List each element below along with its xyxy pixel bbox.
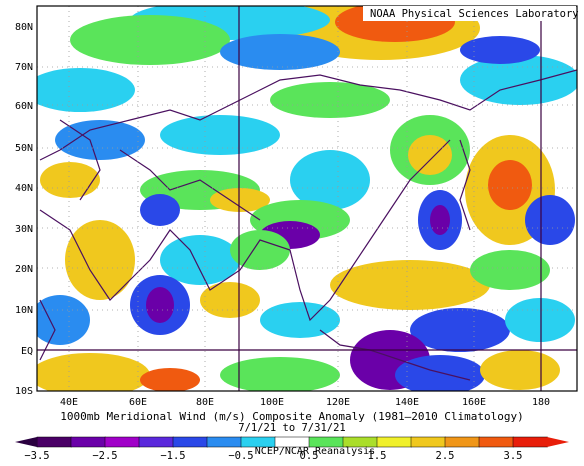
colorbar: −3.5 −2.5 −1.5 −0.5 0.5 1.5 2.5 3.5 bbox=[15, 436, 569, 462]
coastline bbox=[459, 139, 471, 231]
lat-label: 70N bbox=[15, 62, 33, 73]
colorbar-swatch bbox=[70, 436, 106, 448]
anomaly-patch bbox=[460, 36, 540, 64]
lon-label: 140E bbox=[395, 397, 419, 408]
coastline bbox=[319, 329, 471, 381]
colorbar-right-arrow bbox=[547, 437, 569, 447]
credit-box bbox=[363, 6, 576, 21]
lat-label: 40N bbox=[15, 183, 33, 194]
border bbox=[119, 149, 261, 221]
credit-text: NOAA Physical Sciences Laboratory bbox=[370, 8, 579, 20]
coastline bbox=[39, 69, 577, 161]
anomaly-patch bbox=[210, 188, 270, 212]
anomaly-patch bbox=[230, 230, 290, 270]
lon-label: 60E bbox=[129, 397, 147, 408]
colorbar-swatch bbox=[36, 436, 72, 448]
latitude-labels: 80N 70N 60N 50N 40N 30N 20N 10N EQ 10S bbox=[15, 22, 33, 397]
lat-label: 60N bbox=[15, 101, 33, 112]
anomaly-patch bbox=[260, 302, 340, 338]
colorbar-swatch bbox=[478, 436, 514, 448]
colorbar-swatch bbox=[172, 436, 208, 448]
anomaly-patch bbox=[470, 250, 550, 290]
lat-label: 20N bbox=[15, 264, 33, 275]
anomaly-patch bbox=[430, 205, 450, 235]
border bbox=[59, 119, 101, 201]
anomaly-patch bbox=[37, 295, 90, 345]
coastline bbox=[39, 139, 451, 322]
anomaly-patch bbox=[480, 350, 560, 390]
colorbar-tick-label: 2.5 bbox=[436, 450, 455, 462]
anomaly-patch bbox=[505, 298, 575, 342]
figure-title: 1000mb Meridional Wind (m/s) Composite A… bbox=[60, 410, 524, 423]
map-frame bbox=[36, 5, 578, 392]
colorbar-swatch bbox=[444, 436, 480, 448]
anomaly-patch bbox=[408, 135, 452, 175]
anomaly-patch bbox=[70, 15, 230, 65]
lon-label: 40E bbox=[60, 397, 78, 408]
date-range: 7/1/21 to 7/31/21 bbox=[238, 422, 345, 434]
anomaly-patch bbox=[488, 160, 532, 210]
longitude-labels: 40E 60E 80E 100E 120E 140E 160E 180 bbox=[60, 397, 550, 408]
lat-label: 80N bbox=[15, 22, 33, 33]
colorbar-tick-label: 3.5 bbox=[504, 450, 523, 462]
anomaly-patch bbox=[140, 194, 180, 226]
anomaly-patch bbox=[330, 260, 490, 310]
lat-label: EQ bbox=[21, 346, 33, 357]
colorbar-swatch bbox=[206, 436, 242, 448]
anomaly-patch bbox=[65, 220, 135, 300]
lon-label: 160E bbox=[462, 397, 486, 408]
anomaly-patch bbox=[160, 115, 280, 155]
source-credit: NCEP/NCAR Reanalysis bbox=[255, 446, 375, 457]
colorbar-tick-label: −0.5 bbox=[228, 450, 253, 462]
coastlines bbox=[39, 69, 577, 381]
colorbar-left-arrow bbox=[15, 437, 37, 447]
anomaly-patch bbox=[525, 195, 575, 245]
anomaly-patch bbox=[200, 282, 260, 318]
lat-label: 10N bbox=[15, 305, 33, 316]
lat-label: 30N bbox=[15, 224, 33, 235]
anomaly-patch bbox=[460, 55, 577, 105]
lon-label: 100E bbox=[260, 397, 284, 408]
colorbar-tick-label: −2.5 bbox=[92, 450, 117, 462]
colorbar-swatch bbox=[376, 436, 412, 448]
anomaly-patch bbox=[410, 308, 510, 352]
anomaly-patch bbox=[140, 368, 200, 391]
lat-label: 50N bbox=[15, 143, 33, 154]
anomaly-patch bbox=[220, 34, 340, 70]
lon-label: 120E bbox=[326, 397, 350, 408]
colorbar-tick-label: −3.5 bbox=[24, 450, 49, 462]
colorbar-tick-label: −1.5 bbox=[160, 450, 185, 462]
colorbar-tick-label: 0.5 bbox=[300, 450, 319, 462]
anomaly-patch bbox=[395, 355, 485, 391]
anomaly-patch bbox=[37, 68, 135, 112]
colorbar-swatch bbox=[512, 436, 548, 448]
anomaly-patch bbox=[40, 162, 100, 198]
lat-label: 10S bbox=[15, 386, 33, 397]
anomaly-patch bbox=[160, 235, 240, 285]
graticule bbox=[37, 6, 577, 391]
anomaly-patch bbox=[290, 150, 370, 210]
colorbar-tick-label: 1.5 bbox=[368, 450, 387, 462]
lon-label: 80E bbox=[196, 397, 214, 408]
anomaly-patch bbox=[270, 82, 390, 118]
colorbar-swatch bbox=[410, 436, 446, 448]
colorbar-swatch bbox=[104, 436, 140, 448]
anomaly-patch bbox=[220, 357, 340, 391]
colorbar-swatch bbox=[138, 436, 174, 448]
anomaly-patch bbox=[37, 353, 150, 391]
anomaly-patch bbox=[55, 120, 145, 160]
anomaly-patch bbox=[146, 287, 174, 323]
lon-label: 180 bbox=[532, 397, 550, 408]
map-panel: NOAA Physical Sciences Laboratory bbox=[36, 5, 579, 392]
